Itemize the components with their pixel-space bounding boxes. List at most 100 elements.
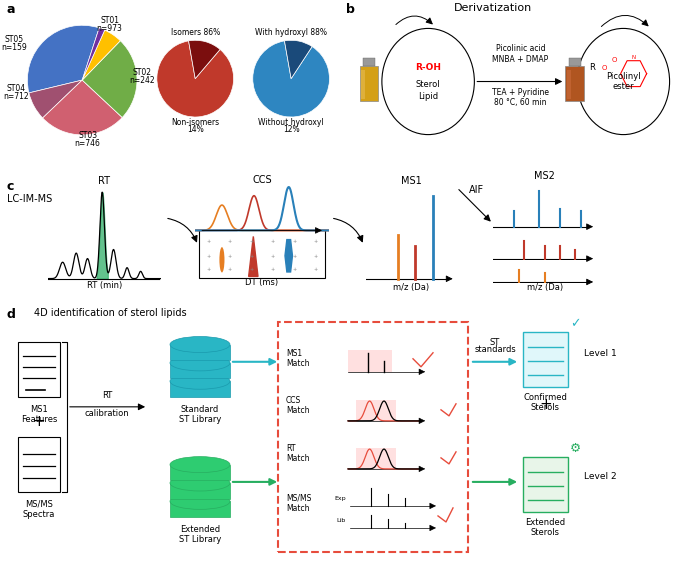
Text: +: + [249,239,253,244]
Polygon shape [285,240,292,272]
Text: +: + [313,254,318,259]
Text: ST05: ST05 [4,35,23,43]
Text: CCS: CCS [252,175,272,185]
Text: standards: standards [474,345,516,353]
Text: +: + [292,267,296,272]
Text: N: N [632,55,636,59]
Bar [348,349,392,372]
Text: m/z (Da): m/z (Da) [393,283,429,292]
Bar [170,344,230,360]
Bar [363,58,375,66]
Text: 4D identification of sterol lipids: 4D identification of sterol lipids [34,308,187,317]
Text: O: O [612,57,617,63]
Bar [170,381,230,397]
Text: RT (min): RT (min) [87,281,122,289]
Text: MS1: MS1 [401,176,421,186]
Text: Standard
ST Library: Standard ST Library [179,405,221,424]
Text: ST01: ST01 [100,15,119,25]
Bar [18,341,60,397]
Bar [523,332,568,387]
Text: Isomers 86%: Isomers 86% [171,27,220,37]
Text: +: + [228,239,232,244]
Circle shape [382,29,474,134]
Bar [170,464,230,480]
Text: +: + [228,254,232,259]
Bar [356,400,396,421]
Text: With hydroxyl 88%: With hydroxyl 88% [255,27,327,37]
Ellipse shape [170,336,230,352]
Text: a: a [7,3,15,16]
Text: ST02: ST02 [133,67,152,77]
Text: Derivatization: Derivatization [454,3,532,13]
Text: +: + [540,398,552,412]
Bar [18,437,60,492]
Ellipse shape [170,493,230,509]
Text: +: + [228,267,232,272]
Wedge shape [82,41,137,117]
Text: DT (ms): DT (ms) [245,278,279,287]
Text: c: c [7,180,14,193]
Wedge shape [27,25,99,93]
Text: R-OH: R-OH [415,63,441,72]
Bar [565,66,584,101]
Text: Lib: Lib [337,518,346,523]
Text: +: + [249,254,253,259]
Text: n=973: n=973 [97,24,123,33]
Bar [566,70,571,99]
Bar [356,448,396,469]
Text: Extended
ST Library: Extended ST Library [179,525,221,545]
Text: Non-isomers: Non-isomers [171,118,219,126]
Text: Level 1: Level 1 [584,349,616,358]
Text: ST04: ST04 [7,84,26,93]
Text: MS2: MS2 [534,172,555,181]
Text: MS/MS
Match: MS/MS Match [286,494,312,513]
Wedge shape [284,40,312,78]
Bar [170,363,230,379]
Text: +: + [292,254,296,259]
Text: ✓: ✓ [570,317,580,329]
Text: Exp: Exp [334,496,346,501]
Bar [199,231,325,279]
Text: LC-IM-MS: LC-IM-MS [7,194,52,204]
Text: +: + [33,414,45,430]
Text: RT: RT [99,176,110,186]
Bar [523,457,568,512]
Text: +: + [249,267,253,272]
Wedge shape [29,80,82,118]
Text: d: d [7,308,16,321]
Text: n=746: n=746 [75,139,101,148]
Text: n=712: n=712 [3,92,29,101]
Ellipse shape [170,355,230,371]
Bar [569,58,580,66]
Circle shape [577,29,669,134]
Wedge shape [253,41,329,117]
Text: Confirmed
Sterols: Confirmed Sterols [523,393,567,412]
Text: +: + [292,239,296,244]
Text: R: R [590,63,595,72]
Text: Extended
Sterols: Extended Sterols [525,518,566,537]
Text: +: + [313,239,318,244]
Text: 14%: 14% [187,125,203,134]
Text: MS1
Features: MS1 Features [21,405,57,424]
Text: Without hydroxyl: Without hydroxyl [258,118,324,126]
Wedge shape [82,28,105,80]
Ellipse shape [170,373,230,389]
Ellipse shape [170,456,230,472]
Text: 12%: 12% [283,125,299,134]
Text: +: + [206,254,211,259]
Wedge shape [42,80,122,135]
Text: +: + [206,267,211,272]
Text: ST03: ST03 [78,130,97,140]
Text: +: + [206,239,211,244]
Polygon shape [249,236,258,276]
Bar [362,70,366,99]
Text: +: + [271,239,275,244]
Text: MS1
Match: MS1 Match [286,349,310,368]
Text: Picolinyl
ester: Picolinyl ester [606,72,640,92]
Text: calibration: calibration [85,409,129,418]
Text: +: + [313,267,318,272]
Text: n=242: n=242 [129,76,155,85]
Text: CCS
Match: CCS Match [286,396,310,415]
Text: Level 2: Level 2 [584,472,616,482]
Text: MS/MS
Spectra: MS/MS Spectra [23,500,55,519]
